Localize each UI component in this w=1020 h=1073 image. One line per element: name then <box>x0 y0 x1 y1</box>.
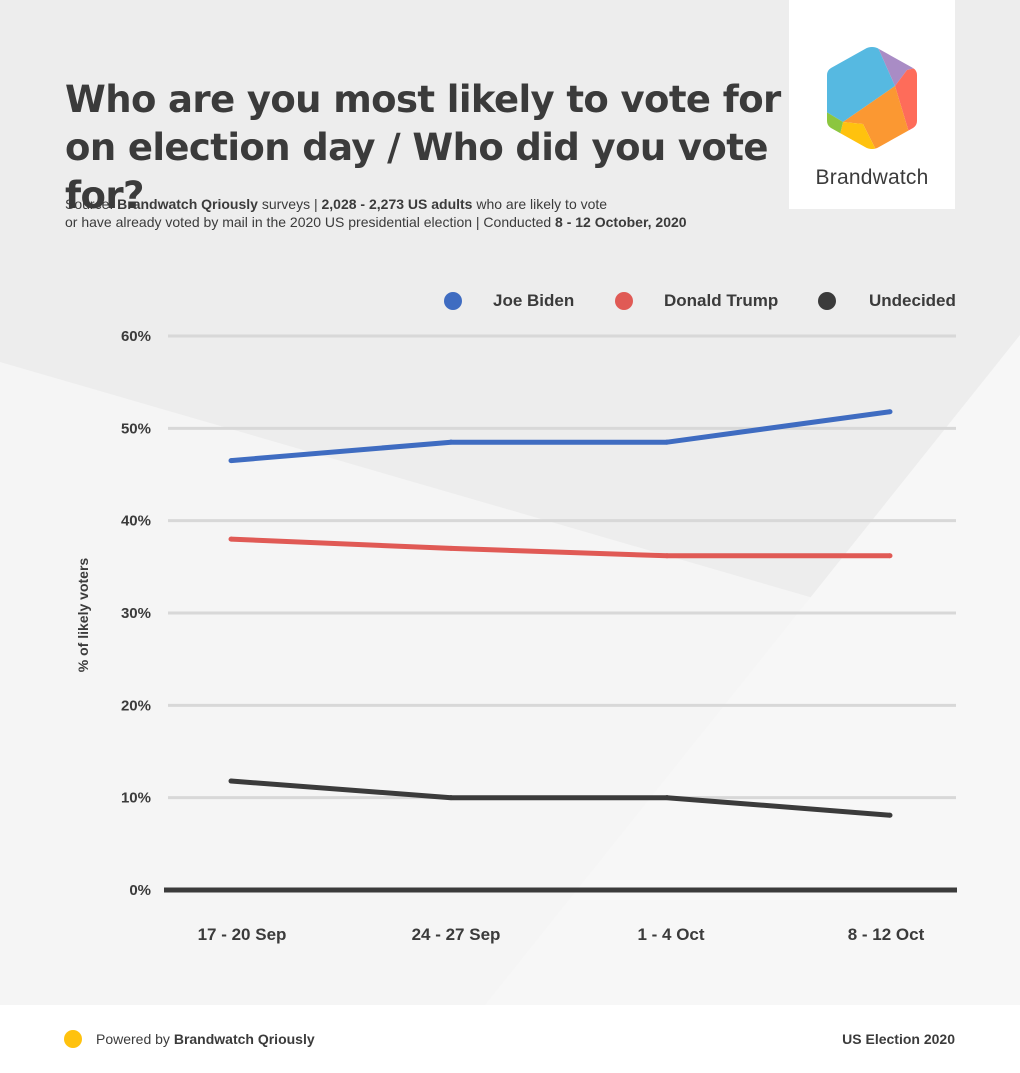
chart-title: Who are you most likely to vote for on e… <box>65 76 785 220</box>
series-line-donald-trump <box>230 536 890 559</box>
data-point-donald-trump <box>664 553 670 559</box>
footer-campaign: US Election 2020 <box>842 1031 955 1047</box>
data-point-undecided <box>448 795 454 801</box>
powered-prefix: Powered by <box>96 1031 174 1047</box>
chart-legend: Joe Biden Donald Trump Undecided <box>444 291 956 310</box>
y-tick-label: 0% <box>129 882 151 899</box>
legend-label-undecided: Undecided <box>869 291 956 310</box>
legend-label-joe-biden: Joe Biden <box>493 291 574 310</box>
sample-rest: who are likely to vote <box>472 196 608 212</box>
legend-marker-donald-trump <box>615 292 633 310</box>
powered-by: Powered by Brandwatch Qriously <box>96 1030 315 1048</box>
data-point-joe-biden <box>887 409 893 415</box>
y-tick-label: 50% <box>121 420 151 437</box>
brandwatch-wordmark: Brandwatch <box>815 166 929 189</box>
line-chart: 0%10%20%30%40%50%60% % of likely voters … <box>75 291 957 944</box>
qriously-dot-icon <box>64 1030 82 1048</box>
legend-label-donald-trump: Donald Trump <box>664 291 778 310</box>
title-line-1: Who are you most likely to vote for <box>65 78 781 121</box>
source-mid: surveys | <box>257 196 322 212</box>
series-line-joe-biden <box>230 409 891 464</box>
y-tick-label: 30% <box>121 605 151 622</box>
data-point-joe-biden <box>664 439 670 445</box>
title-line-2: on election day / Who did you vote for? <box>65 126 768 217</box>
legend-marker-joe-biden <box>444 292 462 310</box>
y-tick-label: 60% <box>121 328 151 345</box>
sample-size: 2,028 - 2,273 US adults <box>321 196 473 212</box>
x-axis-tick-labels: 17 - 20 Sep 24 - 27 Sep 1 - 4 Oct 8 - 12 Oc… <box>198 925 925 944</box>
chart-subtitle: Source: Brandwatch Qriously surveys | 2,… <box>65 195 765 231</box>
x-tick-label: 17 - 20 Sep <box>198 925 287 944</box>
y-tick-label: 10% <box>121 790 151 807</box>
y-tick-label: 20% <box>121 697 151 714</box>
x-tick-label: 8 - 12 Oct <box>848 925 925 944</box>
brandwatch-hexagon-icon <box>827 47 917 149</box>
data-point-joe-biden <box>228 458 234 464</box>
source-name: Brandwatch Qriously <box>117 196 258 212</box>
brandwatch-logo-card: Brandwatch <box>789 0 955 209</box>
legend-marker-undecided <box>818 292 836 310</box>
powered-name: Brandwatch Qriously <box>173 1031 315 1047</box>
data-point-undecided <box>228 778 234 784</box>
x-tick-label: 24 - 27 Sep <box>412 925 501 944</box>
y-axis-title: % of likely voters <box>75 558 91 673</box>
data-point-donald-trump <box>887 553 893 559</box>
y-tick-label: 40% <box>121 513 151 530</box>
subtitle-line-1: Source: Brandwatch Qriously surveys | 2,… <box>65 195 765 213</box>
data-point-donald-trump <box>448 545 454 551</box>
subtitle-line-2-text: or have already voted by mail in the 202… <box>65 214 556 230</box>
source-prefix: Source: <box>65 196 118 212</box>
data-point-undecided <box>664 795 670 801</box>
survey-dates: 8 - 12 October, 2020 <box>555 214 687 230</box>
y-axis-tick-labels: 0% 10% 20% 30% 40% 50% 60% <box>121 328 151 899</box>
data-point-donald-trump <box>228 536 234 542</box>
series-line-undecided <box>230 778 891 818</box>
subtitle-line-2: or have already voted by mail in the 202… <box>65 213 765 231</box>
data-point-joe-biden <box>448 439 454 445</box>
x-tick-label: 1 - 4 Oct <box>637 925 704 944</box>
data-point-undecided <box>887 812 893 818</box>
chart-series <box>228 409 893 818</box>
